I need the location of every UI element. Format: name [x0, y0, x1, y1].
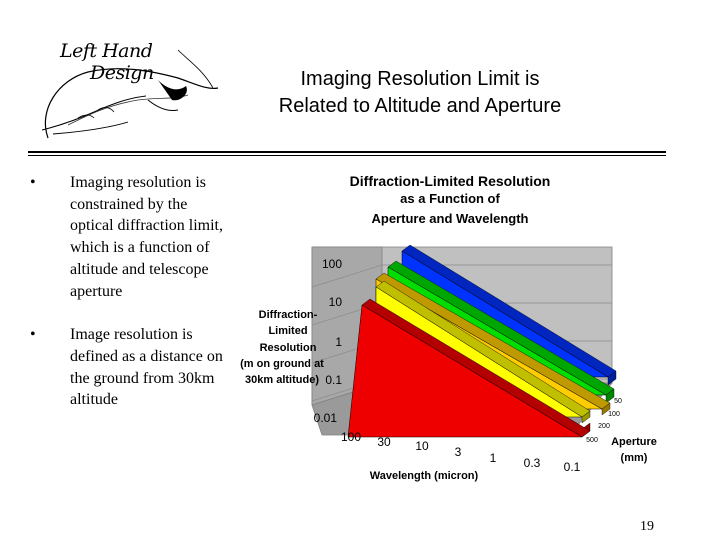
slide-title-line2: Related to Altitude and Aperture — [278, 95, 562, 117]
depth-tick-label: 100 — [608, 411, 620, 418]
chart-zlabel-line2: Limited — [268, 325, 307, 337]
z-tick-label: 10 — [329, 295, 343, 309]
depth-tick-label: 500 — [586, 437, 598, 444]
logo-text-line2: Design — [90, 62, 154, 84]
chart-z-ticks: 100 10 1 0.1 0.01 — [314, 257, 343, 425]
z-tick-label: 0.01 — [314, 411, 338, 425]
chart-x-ticks: 100 30 10 3 1 0.3 0.1 — [341, 430, 581, 474]
page-number: 19 — [640, 519, 654, 534]
bullet-marker: • — [30, 174, 36, 191]
logo-text-line1: Left Hand — [60, 40, 153, 62]
bullet-marker: • — [30, 326, 36, 344]
diffraction-chart: Diffraction-Limited Resolution as a Func… — [240, 173, 657, 482]
chart-title-line2: as a Function of — [400, 191, 500, 206]
bullet-item: • Imaging resolution is constrained by t… — [26, 172, 226, 302]
chart-title-line1: Diffraction-Limited Resolution — [350, 173, 551, 189]
x-tick-label: 3 — [455, 445, 462, 459]
chart-xlabel: Wavelength (micron) — [370, 470, 479, 482]
depth-tick-label: 50 — [614, 398, 622, 405]
title-divider-thick — [28, 151, 666, 153]
x-tick-label: 100 — [341, 430, 361, 444]
chart-series — [347, 244, 617, 438]
chart-zlabel-line5: 30km altitude) — [245, 374, 319, 386]
z-tick-label: 0.1 — [325, 373, 342, 387]
x-tick-label: 0.1 — [564, 460, 581, 474]
depth-tick-label: 200 — [598, 423, 610, 430]
slide-title-line1: Imaging Resolution Limit is — [300, 68, 540, 90]
x-tick-label: 1 — [490, 451, 497, 465]
x-tick-label: 10 — [415, 439, 429, 453]
chart-gridline — [311, 264, 612, 288]
bullet-text: Imaging resolution is constrained by the… — [70, 174, 223, 300]
z-tick-label: 1 — [335, 335, 342, 349]
bullet-item: • Image resolution is defined as a dista… — [26, 324, 226, 411]
slide-title: Imaging Resolution Limit is Related to A… — [225, 66, 615, 120]
chart-depth-label-line2: (mm) — [621, 452, 648, 464]
title-divider-thin — [28, 155, 666, 156]
chart-depth-label-line1: Aperture — [611, 436, 657, 448]
chart-zlabel-line4: (m on ground at — [240, 358, 324, 370]
chart-zlabel-line3: Resolution — [260, 342, 317, 354]
x-tick-label: 0.3 — [524, 456, 541, 470]
series-wedge-face — [347, 304, 583, 438]
chart-zlabel-line1: Diffraction- — [259, 309, 318, 321]
bullet-list: • Imaging resolution is constrained by t… — [26, 172, 226, 433]
bullet-text: Image resolution is defined as a distanc… — [70, 326, 223, 409]
z-tick-label: 100 — [322, 257, 342, 271]
x-tick-label: 30 — [377, 435, 391, 449]
left-hand-design-logo — [41, 49, 219, 139]
chart-title-line3: Aperture and Wavelength — [372, 211, 529, 226]
